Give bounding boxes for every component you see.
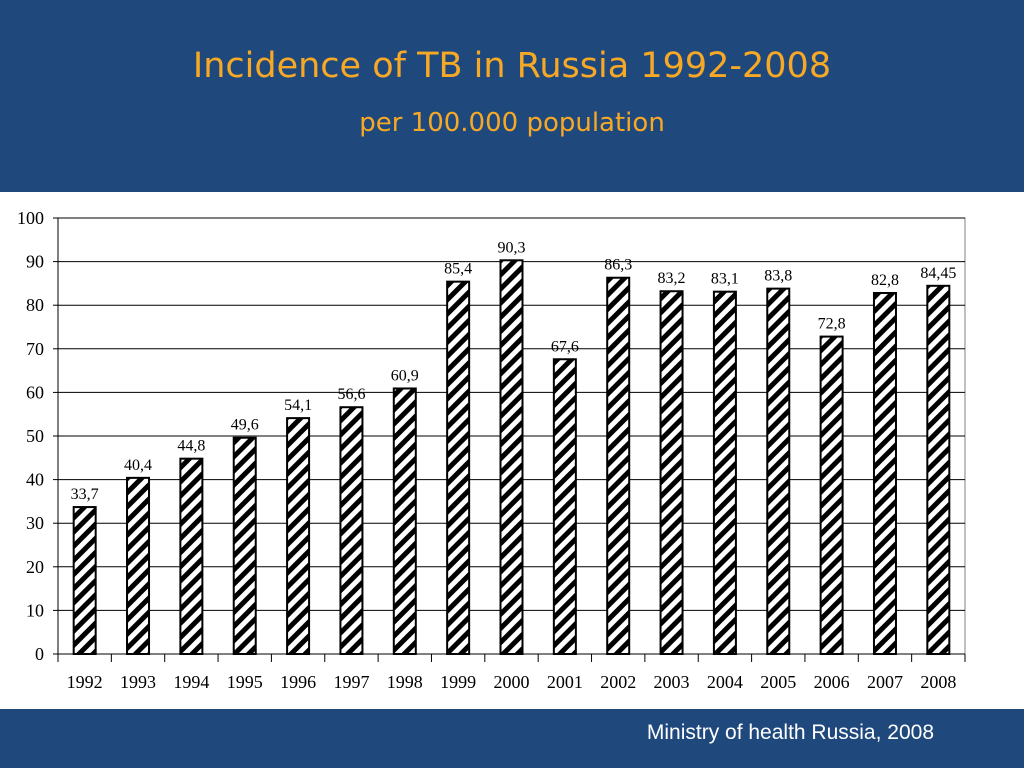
bar	[499, 259, 524, 656]
data-label: 86,3	[604, 257, 632, 274]
bar	[766, 287, 791, 656]
data-label: 83,1	[711, 271, 739, 288]
bar	[72, 506, 97, 655]
data-label: 44,8	[177, 438, 205, 455]
bar	[819, 335, 844, 655]
y-tick-label: 0	[35, 644, 44, 664]
x-tick-label: 2002	[600, 672, 636, 692]
source-citation: Ministry of health Russia, 2008	[646, 721, 934, 744]
bar	[339, 406, 364, 655]
footer-banner: Ministry of health Russia, 2008	[0, 709, 1024, 768]
data-label: 33,7	[71, 486, 99, 503]
data-label: 54,1	[284, 397, 312, 414]
data-label: 84,45	[920, 265, 956, 282]
chart-subtitle: per 100.000 population	[359, 108, 665, 138]
y-tick-label: 30	[26, 513, 44, 533]
x-tick-label: 2006	[814, 672, 850, 692]
y-tick-label: 60	[26, 382, 44, 402]
x-tick-label: 2004	[707, 672, 743, 692]
x-tick-label: 1993	[120, 672, 156, 692]
bar-chart: 0 10 20 30 40 50 60 70 80 90 100 33,7 1992 40,4 1993 44…	[17, 208, 966, 692]
bar	[446, 280, 471, 655]
x-tick-label: 1998	[387, 672, 423, 692]
x-tick-label: 2005	[760, 672, 796, 692]
bar	[712, 290, 737, 656]
bar	[926, 284, 951, 655]
x-tick-label: 1994	[173, 672, 209, 692]
bar	[126, 476, 151, 655]
data-label: 72,8	[818, 316, 846, 333]
bar	[606, 276, 631, 656]
x-tick-label: 1992	[67, 672, 103, 692]
x-tick-label: 2003	[654, 672, 690, 692]
data-label: 83,2	[658, 270, 686, 287]
y-tick-label: 80	[26, 295, 44, 315]
data-label: 85,4	[444, 261, 472, 278]
bar	[392, 387, 417, 655]
bar	[232, 436, 257, 655]
x-tick-label: 2008	[920, 672, 956, 692]
data-label: 83,8	[764, 268, 792, 285]
y-tick-label: 10	[26, 600, 44, 620]
bar	[659, 290, 684, 656]
x-tick-label: 2001	[547, 672, 583, 692]
y-tick-label: 20	[26, 557, 44, 577]
title-banner: Incidence of TB in Russia 1992-2008 per …	[0, 0, 1024, 192]
x-tick-label: 1997	[333, 672, 369, 692]
y-tick-label: 40	[26, 470, 44, 490]
x-tick-label: 1999	[440, 672, 476, 692]
data-label: 67,6	[551, 338, 579, 355]
x-tick-label: 1995	[227, 672, 263, 692]
x-tick-label: 1996	[280, 672, 316, 692]
bar	[552, 358, 577, 655]
data-label: 40,4	[124, 457, 152, 474]
bar	[179, 457, 204, 655]
data-label: 90,3	[498, 239, 526, 256]
x-tick-label: 2007	[867, 672, 903, 692]
x-tick-label: 2000	[494, 672, 530, 692]
chart-title: Incidence of TB in Russia 1992-2008	[192, 46, 832, 86]
y-tick-label: 50	[26, 426, 44, 446]
bar	[872, 291, 897, 655]
data-label: 56,6	[337, 386, 365, 403]
y-tick-label: 100	[17, 208, 44, 228]
data-label: 60,9	[391, 367, 419, 384]
data-label: 82,8	[871, 272, 899, 289]
y-tick-label: 70	[26, 339, 44, 359]
bar	[286, 417, 311, 655]
data-label: 49,6	[231, 417, 259, 434]
y-tick-label: 90	[26, 252, 44, 272]
